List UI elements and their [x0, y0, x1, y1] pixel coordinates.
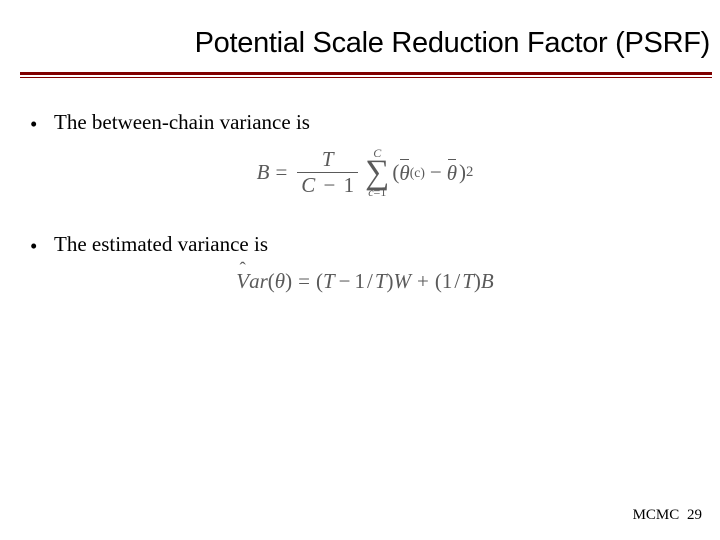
sym-equals: = — [275, 160, 287, 185]
lparen: ( — [268, 269, 275, 294]
lparen: ( — [316, 269, 323, 294]
sym-minus: − — [339, 269, 351, 294]
slide: Potential Scale Reduction Factor (PSRF) … — [0, 0, 720, 540]
sym-C: C — [301, 173, 315, 197]
footer-page: 29 — [687, 507, 702, 523]
sym-W: W — [394, 269, 412, 294]
frac-den: C − 1 — [297, 174, 358, 197]
sym-B: B — [481, 269, 494, 294]
sigma-icon: ∑ — [365, 159, 389, 186]
sym-theta: θ — [447, 161, 457, 185]
sym-minus: − — [324, 173, 336, 197]
fraction: T C − 1 — [297, 148, 358, 197]
sym-T: T — [375, 269, 387, 294]
lparen: ( — [392, 160, 399, 185]
title-rule-thin — [20, 77, 712, 78]
sym-V-hat: V — [236, 269, 249, 294]
title-area: Potential Scale Reduction Factor (PSRF) — [0, 28, 720, 60]
bullet-marker: • — [30, 232, 54, 257]
summation: C ∑ c=1 — [365, 147, 389, 198]
sym-B: B — [257, 160, 270, 185]
sym-T: T — [462, 269, 474, 294]
bullet-text: The between-chain variance is — [54, 110, 700, 135]
sym-theta: θ — [275, 269, 285, 294]
rparen: ) — [459, 160, 466, 185]
bullet-item: • The estimated variance is — [30, 232, 700, 257]
lparen: ( — [435, 269, 442, 294]
sub-c: (c) — [410, 165, 425, 181]
num-1: 1 — [442, 269, 453, 294]
sym-plus: + — [417, 269, 429, 294]
formula-estimated-variance: Var (θ) = (T − 1 / T) W + (1 / T) B — [30, 269, 700, 294]
rparen: ) — [474, 269, 481, 294]
formula-between-variance: B = T C − 1 C ∑ c=1 — [30, 147, 700, 198]
num-1: 1 — [344, 173, 355, 197]
num-1: 1 — [354, 269, 365, 294]
slide-body: • The between-chain variance is B = T C … — [30, 110, 700, 294]
footer-label: MCMC — [633, 507, 680, 523]
formula-content: B = T C − 1 C ∑ c=1 — [257, 147, 474, 198]
slide-title: Potential Scale Reduction Factor (PSRF) — [195, 28, 710, 60]
formula-content: Var (θ) = (T − 1 / T) W + (1 / T) B — [236, 269, 493, 294]
theta-bar-c: θ — [399, 160, 409, 186]
theta-bar: θ — [447, 160, 457, 186]
bullet-text: The estimated variance is — [54, 232, 700, 257]
bullet-item: • The between-chain variance is — [30, 110, 700, 135]
sym-minus: − — [430, 160, 442, 185]
sym-slash: / — [367, 269, 373, 294]
slide-footer: MCMC 29 — [633, 507, 702, 524]
rparen: ) — [285, 269, 292, 294]
sym-equals: = — [298, 269, 310, 294]
title-rule-thick — [20, 72, 712, 75]
sym-T: T — [323, 269, 335, 294]
sym-slash: / — [454, 269, 460, 294]
bullet-marker: • — [30, 110, 54, 135]
frac-num: T — [318, 148, 338, 171]
sum-lower: c=1 — [368, 186, 386, 198]
sym-theta: θ — [399, 161, 409, 185]
sym-ar: ar — [249, 269, 268, 294]
sup-2: 2 — [466, 164, 473, 181]
sum-lower-val: 1 — [380, 185, 386, 199]
rparen: ) — [387, 269, 394, 294]
